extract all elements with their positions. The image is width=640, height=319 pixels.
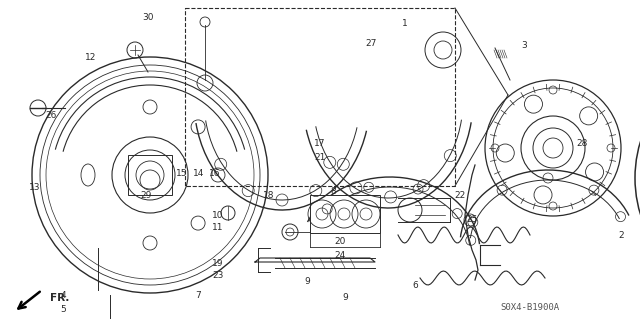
Text: 22: 22 (454, 190, 466, 199)
Text: 8: 8 (330, 188, 336, 197)
Text: 13: 13 (29, 183, 41, 192)
Polygon shape (255, 258, 375, 262)
Text: 9: 9 (342, 293, 348, 301)
Text: 16: 16 (209, 168, 221, 177)
Text: 17: 17 (314, 138, 326, 147)
Text: 10: 10 (212, 211, 224, 219)
Text: 20: 20 (334, 238, 346, 247)
Text: 5: 5 (60, 306, 66, 315)
Text: 30: 30 (142, 13, 154, 23)
Text: 28: 28 (576, 138, 588, 147)
Text: 3: 3 (521, 41, 527, 50)
Text: 18: 18 (263, 190, 275, 199)
Text: 15: 15 (176, 168, 188, 177)
Text: 11: 11 (212, 224, 224, 233)
Text: 21: 21 (314, 153, 326, 162)
Text: 7: 7 (195, 291, 201, 300)
Text: FR.: FR. (51, 293, 70, 303)
Text: 1: 1 (402, 19, 408, 28)
Text: 29: 29 (140, 190, 152, 199)
Text: 25: 25 (467, 216, 477, 225)
Text: 14: 14 (193, 168, 205, 177)
Text: 12: 12 (85, 53, 97, 62)
Text: 26: 26 (45, 110, 57, 120)
Text: S0X4-B1900A: S0X4-B1900A (500, 303, 559, 313)
Text: 6: 6 (412, 280, 418, 290)
Text: 27: 27 (365, 40, 377, 48)
Text: 2: 2 (618, 232, 624, 241)
Text: 23: 23 (212, 271, 224, 280)
Text: 24: 24 (334, 251, 346, 261)
FancyBboxPatch shape (310, 195, 380, 233)
Text: 9: 9 (304, 278, 310, 286)
Text: 4: 4 (60, 291, 66, 300)
Text: 19: 19 (212, 258, 224, 268)
